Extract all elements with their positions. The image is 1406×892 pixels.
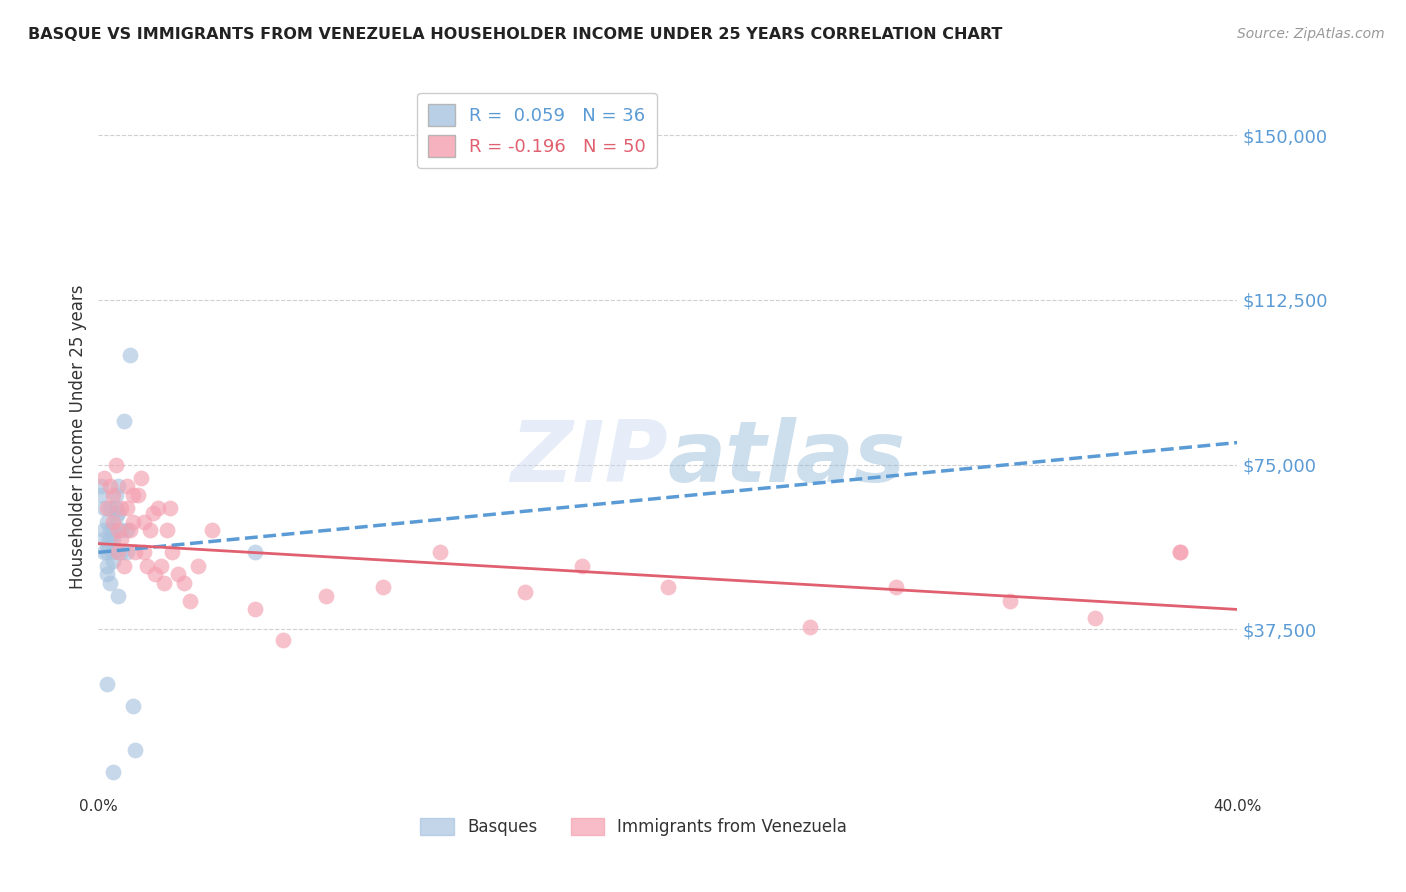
Point xyxy=(135,558,157,573)
Point xyxy=(799,620,821,634)
Point xyxy=(515,585,537,599)
Point xyxy=(167,567,190,582)
Point xyxy=(98,479,121,493)
Point xyxy=(107,479,129,493)
Point xyxy=(104,501,127,516)
Point xyxy=(141,506,163,520)
Point xyxy=(121,515,143,529)
Point xyxy=(93,532,115,546)
Point xyxy=(110,532,132,546)
Point xyxy=(145,567,167,582)
Point xyxy=(104,488,127,502)
Point xyxy=(93,524,115,538)
Point xyxy=(121,699,143,714)
Point xyxy=(101,488,124,502)
Point xyxy=(96,677,118,691)
Y-axis label: Householder Income Under 25 years: Householder Income Under 25 years xyxy=(69,285,87,590)
Point xyxy=(98,501,121,516)
Point xyxy=(96,567,118,582)
Point xyxy=(107,589,129,603)
Point xyxy=(162,545,184,559)
Point xyxy=(429,545,451,559)
Point xyxy=(115,545,138,559)
Point xyxy=(90,488,112,502)
Point xyxy=(90,479,112,493)
Point xyxy=(124,743,146,757)
Point xyxy=(104,458,127,472)
Point xyxy=(118,524,141,538)
Point xyxy=(101,524,124,538)
Point xyxy=(112,558,135,573)
Point xyxy=(110,501,132,516)
Point xyxy=(173,576,195,591)
Point xyxy=(98,532,121,546)
Point xyxy=(93,471,115,485)
Point xyxy=(96,558,118,573)
Point xyxy=(127,488,149,502)
Point xyxy=(101,554,124,568)
Point xyxy=(115,501,138,516)
Point xyxy=(101,764,124,779)
Point xyxy=(132,545,155,559)
Point xyxy=(124,545,146,559)
Point xyxy=(156,524,179,538)
Point xyxy=(96,545,118,559)
Point xyxy=(115,524,138,538)
Point xyxy=(98,576,121,591)
Point xyxy=(101,532,124,546)
Text: Source: ZipAtlas.com: Source: ZipAtlas.com xyxy=(1237,27,1385,41)
Point xyxy=(93,545,115,559)
Text: atlas: atlas xyxy=(668,417,905,500)
Point xyxy=(107,506,129,520)
Point xyxy=(107,545,129,559)
Point xyxy=(998,593,1021,607)
Point xyxy=(159,501,181,516)
Point xyxy=(110,545,132,559)
Point xyxy=(112,414,135,428)
Text: BASQUE VS IMMIGRANTS FROM VENEZUELA HOUSEHOLDER INCOME UNDER 25 YEARS CORRELATIO: BASQUE VS IMMIGRANTS FROM VENEZUELA HOUS… xyxy=(28,27,1002,42)
Point xyxy=(121,488,143,502)
Point xyxy=(110,524,132,538)
Point xyxy=(1170,545,1192,559)
Text: ZIP: ZIP xyxy=(510,417,668,500)
Point xyxy=(96,536,118,550)
Point xyxy=(373,581,395,595)
Point xyxy=(153,576,176,591)
Point xyxy=(243,545,266,559)
Point xyxy=(657,581,679,595)
Point xyxy=(571,558,593,573)
Point xyxy=(132,515,155,529)
Point xyxy=(884,581,907,595)
Point xyxy=(101,545,124,559)
Point xyxy=(96,515,118,529)
Point xyxy=(150,558,173,573)
Point xyxy=(1170,545,1192,559)
Point xyxy=(315,589,337,603)
Point xyxy=(179,593,201,607)
Point xyxy=(118,348,141,362)
Point xyxy=(243,602,266,616)
Point xyxy=(148,501,170,516)
Point xyxy=(187,558,209,573)
Point xyxy=(1084,611,1107,625)
Point xyxy=(93,501,115,516)
Point xyxy=(138,524,160,538)
Point xyxy=(96,501,118,516)
Point xyxy=(98,524,121,538)
Point xyxy=(273,633,295,648)
Point xyxy=(115,479,138,493)
Point xyxy=(101,515,124,529)
Point xyxy=(107,524,129,538)
Point xyxy=(104,510,127,524)
Legend: Basques, Immigrants from Venezuela: Basques, Immigrants from Venezuela xyxy=(413,811,853,843)
Point xyxy=(201,524,224,538)
Point xyxy=(129,471,152,485)
